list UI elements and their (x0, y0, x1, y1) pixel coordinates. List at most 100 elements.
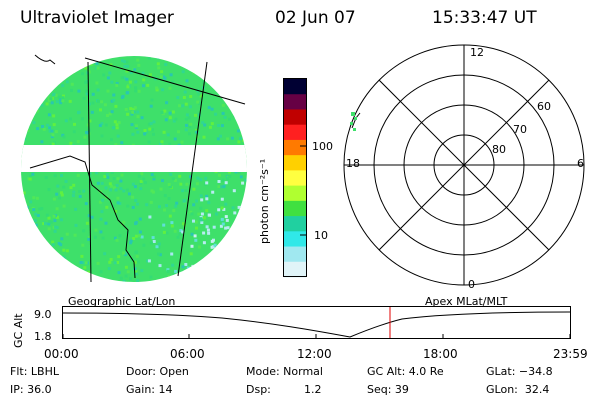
image-pixel (41, 125, 44, 128)
image-pixel (85, 56, 89, 59)
image-pixel (149, 275, 153, 279)
image-pixel (114, 237, 118, 241)
image-pixel (82, 96, 86, 100)
image-pixel (72, 183, 76, 187)
image-pixel (130, 112, 134, 116)
image-pixel (64, 72, 68, 76)
image-pixel (197, 92, 201, 96)
image-pixel (239, 265, 243, 269)
image-pixel (137, 260, 140, 264)
image-pixel (194, 113, 197, 117)
image-pixel (136, 279, 140, 282)
image-pixel (90, 215, 94, 219)
image-pixel (117, 121, 121, 125)
image-pixel (223, 184, 227, 188)
image-pixel (21, 102, 25, 105)
image-pixel (228, 86, 232, 90)
image-pixel (163, 109, 167, 113)
image-pixel (130, 123, 134, 127)
image-pixel (225, 175, 229, 179)
image-pixel (140, 269, 144, 273)
image-pixel (118, 202, 122, 205)
image-pixel (92, 60, 96, 64)
image-pixel (86, 71, 90, 75)
image-pixel (134, 250, 138, 254)
image-pixel (73, 57, 77, 61)
image-pixel (221, 103, 225, 107)
image-pixel (52, 225, 56, 229)
image-pixel (205, 197, 209, 201)
image-pixel (25, 97, 29, 101)
image-pixel (217, 180, 221, 183)
image-pixel (25, 244, 29, 248)
colorbar-swatch (284, 155, 306, 171)
image-pixel (205, 209, 209, 213)
image-pixel (61, 133, 65, 137)
image-pixel (47, 216, 51, 220)
image-pixel (62, 248, 66, 252)
image-pixel (96, 181, 100, 185)
image-pixel (68, 71, 72, 75)
image-pixel (136, 130, 140, 134)
image-pixel (88, 145, 92, 149)
image-pixel (236, 259, 240, 263)
image-pixel (84, 261, 88, 265)
image-pixel (226, 226, 230, 230)
image-pixel (52, 261, 56, 265)
image-pixel (35, 109, 39, 113)
image-pixel (99, 217, 103, 221)
image-pixel (71, 194, 75, 198)
image-pixel (211, 245, 215, 249)
image-pixel (48, 129, 52, 133)
altitude-curve (62, 311, 571, 338)
image-pixel (47, 227, 51, 231)
image-pixel (152, 177, 156, 181)
image-pixel (122, 220, 126, 224)
image-pixel (203, 76, 207, 80)
image-pixel (152, 175, 156, 179)
image-pixel (143, 132, 147, 136)
image-pixel (136, 58, 140, 62)
image-pixel (50, 101, 54, 105)
image-pixel (96, 88, 100, 92)
image-pixel (114, 188, 118, 192)
image-pixel (28, 177, 32, 181)
image-pixel (48, 259, 52, 263)
image-pixel (204, 182, 207, 186)
mlt-label-18: 18 (346, 157, 360, 170)
image-pixel (69, 141, 73, 145)
image-pixel (133, 106, 137, 110)
image-pixel (205, 194, 209, 198)
image-pixel (32, 56, 36, 60)
image-pixel (180, 148, 184, 152)
image-pixel (223, 115, 227, 119)
image-pixel (152, 240, 156, 243)
image-pixel (44, 59, 48, 63)
colorbar-swatch (284, 200, 306, 217)
image-pixel (215, 212, 218, 216)
image-pixel (167, 183, 171, 186)
image-pixel (38, 254, 42, 258)
image-pixel (224, 264, 227, 268)
image-pixel (124, 274, 128, 278)
image-pixel (51, 133, 55, 137)
image-pixel (105, 205, 109, 209)
image-pixel (198, 66, 202, 70)
image-pixel (183, 90, 187, 94)
image-pixel (42, 221, 46, 225)
image-pixel (103, 103, 107, 107)
image-pixel (37, 106, 41, 110)
image-pixel (230, 275, 234, 279)
image-pixel (81, 243, 85, 247)
image-pixel (45, 213, 49, 217)
image-pixel (131, 70, 135, 74)
image-pixel (199, 206, 203, 210)
image-pixel (221, 178, 225, 182)
image-pixel (202, 272, 206, 276)
image-pixel (182, 96, 186, 99)
image-pixel (168, 111, 172, 115)
image-pixel (74, 165, 78, 168)
image-pixel (84, 80, 88, 84)
image-pixel (177, 143, 181, 147)
image-pixel (45, 85, 49, 89)
